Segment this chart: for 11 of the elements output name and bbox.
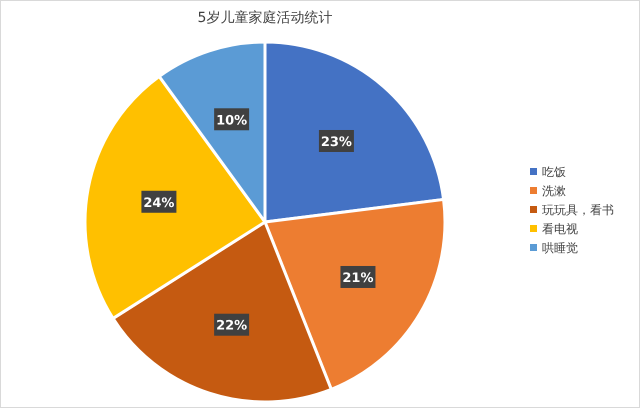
legend-label: 吃饭 <box>542 165 566 179</box>
data-label: 22% <box>216 318 248 334</box>
chart-title: 5岁儿童家庭活动统计 <box>198 10 332 26</box>
legend-label: 看电视 <box>542 222 578 236</box>
data-label: 21% <box>342 270 374 286</box>
data-label: 10% <box>216 113 248 128</box>
data-label: 23% <box>320 134 352 150</box>
legend-label: 洗漱 <box>542 184 566 198</box>
legend-label: 哄睡觉 <box>542 241 578 255</box>
legend-label: 玩玩具，看书 <box>542 203 614 217</box>
data-label: 24% <box>143 196 174 211</box>
